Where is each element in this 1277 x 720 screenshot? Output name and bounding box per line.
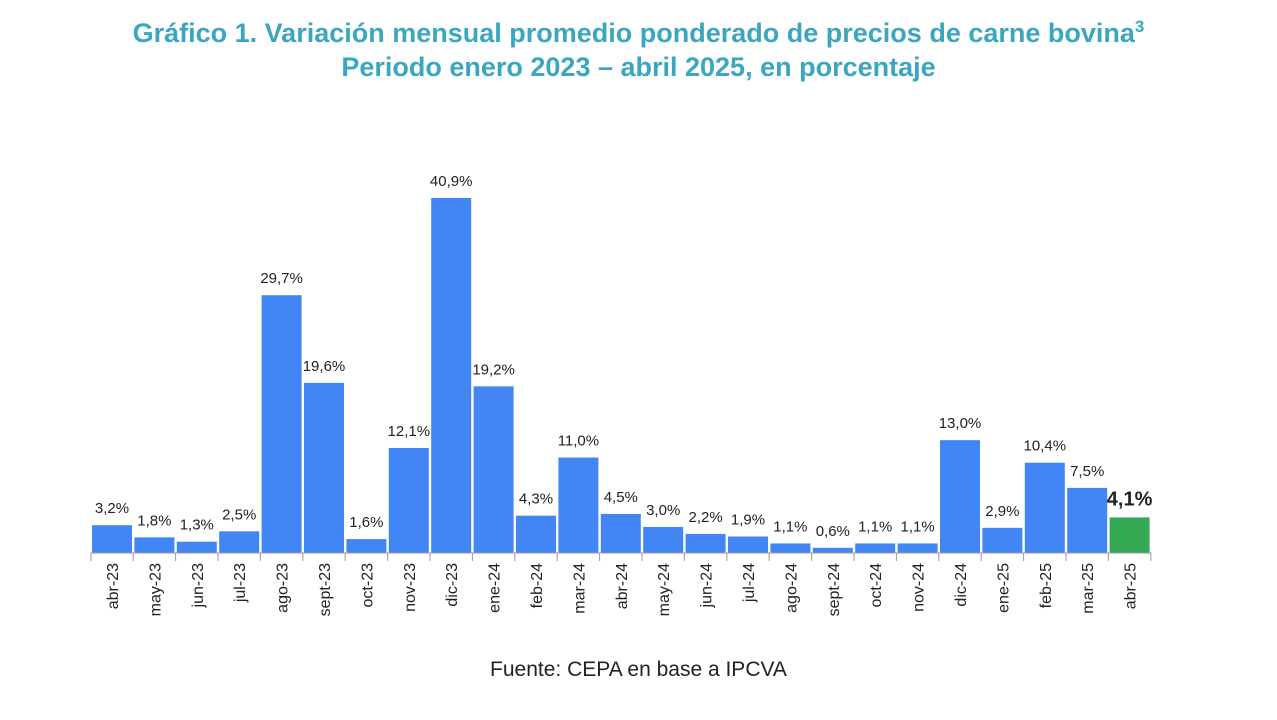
footnote-marker: 3 xyxy=(1134,17,1145,36)
bar-abr-24 xyxy=(600,513,641,553)
bar-mar-24 xyxy=(558,457,599,553)
x-tick-label-jul-24: jul-24 xyxy=(741,563,758,603)
bar-oct-23 xyxy=(346,539,387,553)
value-label-oct-24: 1,1% xyxy=(858,518,892,535)
value-label-ago-23: 29,7% xyxy=(260,270,303,287)
bar-jul-24 xyxy=(728,536,768,553)
bar-dic-24 xyxy=(940,440,980,553)
x-tick-label-sept-24: sept-24 xyxy=(826,563,843,616)
value-label-ene-24: 19,2% xyxy=(472,361,515,378)
bar-sept-23 xyxy=(304,382,344,553)
value-label-feb-24: 4,3% xyxy=(519,491,553,508)
chart-title-text: Gráfico 1. Variación mensual promedio po… xyxy=(132,18,1135,48)
bar-sept-24 xyxy=(812,547,853,553)
x-tick-label-ago-24: ago-24 xyxy=(783,563,800,613)
bar-nov-23 xyxy=(388,447,429,553)
value-label-jun-23: 1,3% xyxy=(180,517,214,534)
bar-jul-23 xyxy=(219,531,260,553)
bar-feb-24 xyxy=(516,515,556,553)
source-note: Fuente: CEPA en base a IPCVA xyxy=(490,658,787,681)
x-tick-label-may-24: may-24 xyxy=(656,563,673,616)
x-tick-label-jul-23: jul-23 xyxy=(232,563,249,603)
value-label-sept-23: 19,6% xyxy=(303,358,346,375)
value-label-abr-23: 3,2% xyxy=(95,500,129,517)
chart-subtitle: Periodo enero 2023 – abril 2025, en porc… xyxy=(341,52,936,82)
bar-ago-24 xyxy=(770,543,811,553)
x-tick-label-feb-25: feb-25 xyxy=(1038,563,1055,608)
value-label-dic-24: 13,0% xyxy=(939,415,982,432)
bar-nov-24 xyxy=(897,543,938,553)
value-label-jun-24: 2,2% xyxy=(688,509,722,526)
value-labels-group: 3,2% 1,8% 1,3% 2,5% 29,7% 19,6% 1,6% 12,1% 40,9%… xyxy=(95,173,1153,540)
value-label-nov-23: 12,1% xyxy=(388,423,431,440)
value-label-feb-25: 10,4% xyxy=(1024,438,1067,455)
bar-feb-25 xyxy=(1024,462,1065,553)
bar-may-24 xyxy=(643,526,684,553)
x-axis xyxy=(90,552,1152,561)
x-tick-label-nov-23: nov-23 xyxy=(402,563,419,612)
x-tick-label-ene-25: ene-25 xyxy=(995,563,1012,613)
x-tick-label-ene-24: ene-24 xyxy=(487,563,504,613)
bar-jun-23 xyxy=(176,541,217,553)
bar-oct-24 xyxy=(855,543,896,553)
bar-abr-25 xyxy=(1109,517,1150,553)
value-label-may-24: 3,0% xyxy=(646,502,680,519)
bar-abr-23 xyxy=(92,525,132,553)
x-tick-label-jun-24: jun-24 xyxy=(699,563,716,609)
value-label-mar-24: 11,0% xyxy=(558,433,599,450)
value-label-oct-23: 1,6% xyxy=(349,514,383,531)
x-tick-label-nov-24: nov-24 xyxy=(911,563,928,612)
bars-group xyxy=(92,197,1150,553)
bar-mar-25 xyxy=(1067,487,1108,553)
x-tick-label-mar-24: mar-24 xyxy=(571,563,588,614)
value-label-abr-24: 4,5% xyxy=(604,489,638,506)
value-label-jul-23: 2,5% xyxy=(222,506,256,523)
bar-ago-23 xyxy=(261,295,302,553)
x-tick-label-abr-24: abr-24 xyxy=(614,563,631,609)
x-tick-label-ago-23: ago-23 xyxy=(275,563,292,613)
bar-jun-24 xyxy=(685,533,726,553)
value-label-ago-24: 1,1% xyxy=(773,518,807,535)
bar-ene-25 xyxy=(982,527,1023,553)
x-tick-label-mar-25: mar-25 xyxy=(1080,563,1097,614)
x-tick-label-abr-25: abr-25 xyxy=(1123,563,1140,609)
chart-title-block: Gráfico 1. Variación mensual promedio po… xyxy=(0,10,1277,84)
x-tick-label-sept-23: sept-23 xyxy=(317,563,334,616)
bar-chart: 3,2% 1,8% 1,3% 2,5% 29,7% 19,6% 1,6% 12,1% 40,9%… xyxy=(90,173,1153,616)
value-label-nov-24: 1,1% xyxy=(900,518,934,535)
value-label-mar-25: 7,5% xyxy=(1070,463,1104,480)
x-tick-label-abr-23: abr-23 xyxy=(105,563,122,609)
value-label-ene-25: 2,9% xyxy=(985,503,1019,520)
value-label-sept-24: 0,6% xyxy=(816,523,850,540)
x-tick-label-jun-23: jun-23 xyxy=(190,563,207,609)
x-tick-label-dic-24: dic-24 xyxy=(953,563,970,607)
value-label-may-23: 1,8% xyxy=(137,512,171,529)
value-label-abr-25: 4,1% xyxy=(1107,488,1153,510)
x-tick-label-oct-23: oct-23 xyxy=(359,563,376,608)
value-label-jul-24: 1,9% xyxy=(731,512,765,529)
x-tick-label-may-23: may-23 xyxy=(147,563,164,616)
chart-title: Gráfico 1. Variación mensual promedio po… xyxy=(0,10,1277,50)
value-label-dic-23: 40,9% xyxy=(430,173,473,190)
x-tick-label-oct-24: oct-24 xyxy=(868,563,885,608)
x-tick-label-feb-24: feb-24 xyxy=(529,563,546,608)
x-tick-labels-group: abr-23 may-23 jun-23 jul-23 ago-23 sept-23 oct… xyxy=(105,563,1140,616)
x-tick-label-dic-23: dic-23 xyxy=(444,563,461,607)
bar-dic-23 xyxy=(431,197,472,553)
bar-ene-24 xyxy=(473,386,514,553)
bar-may-23 xyxy=(134,537,175,553)
